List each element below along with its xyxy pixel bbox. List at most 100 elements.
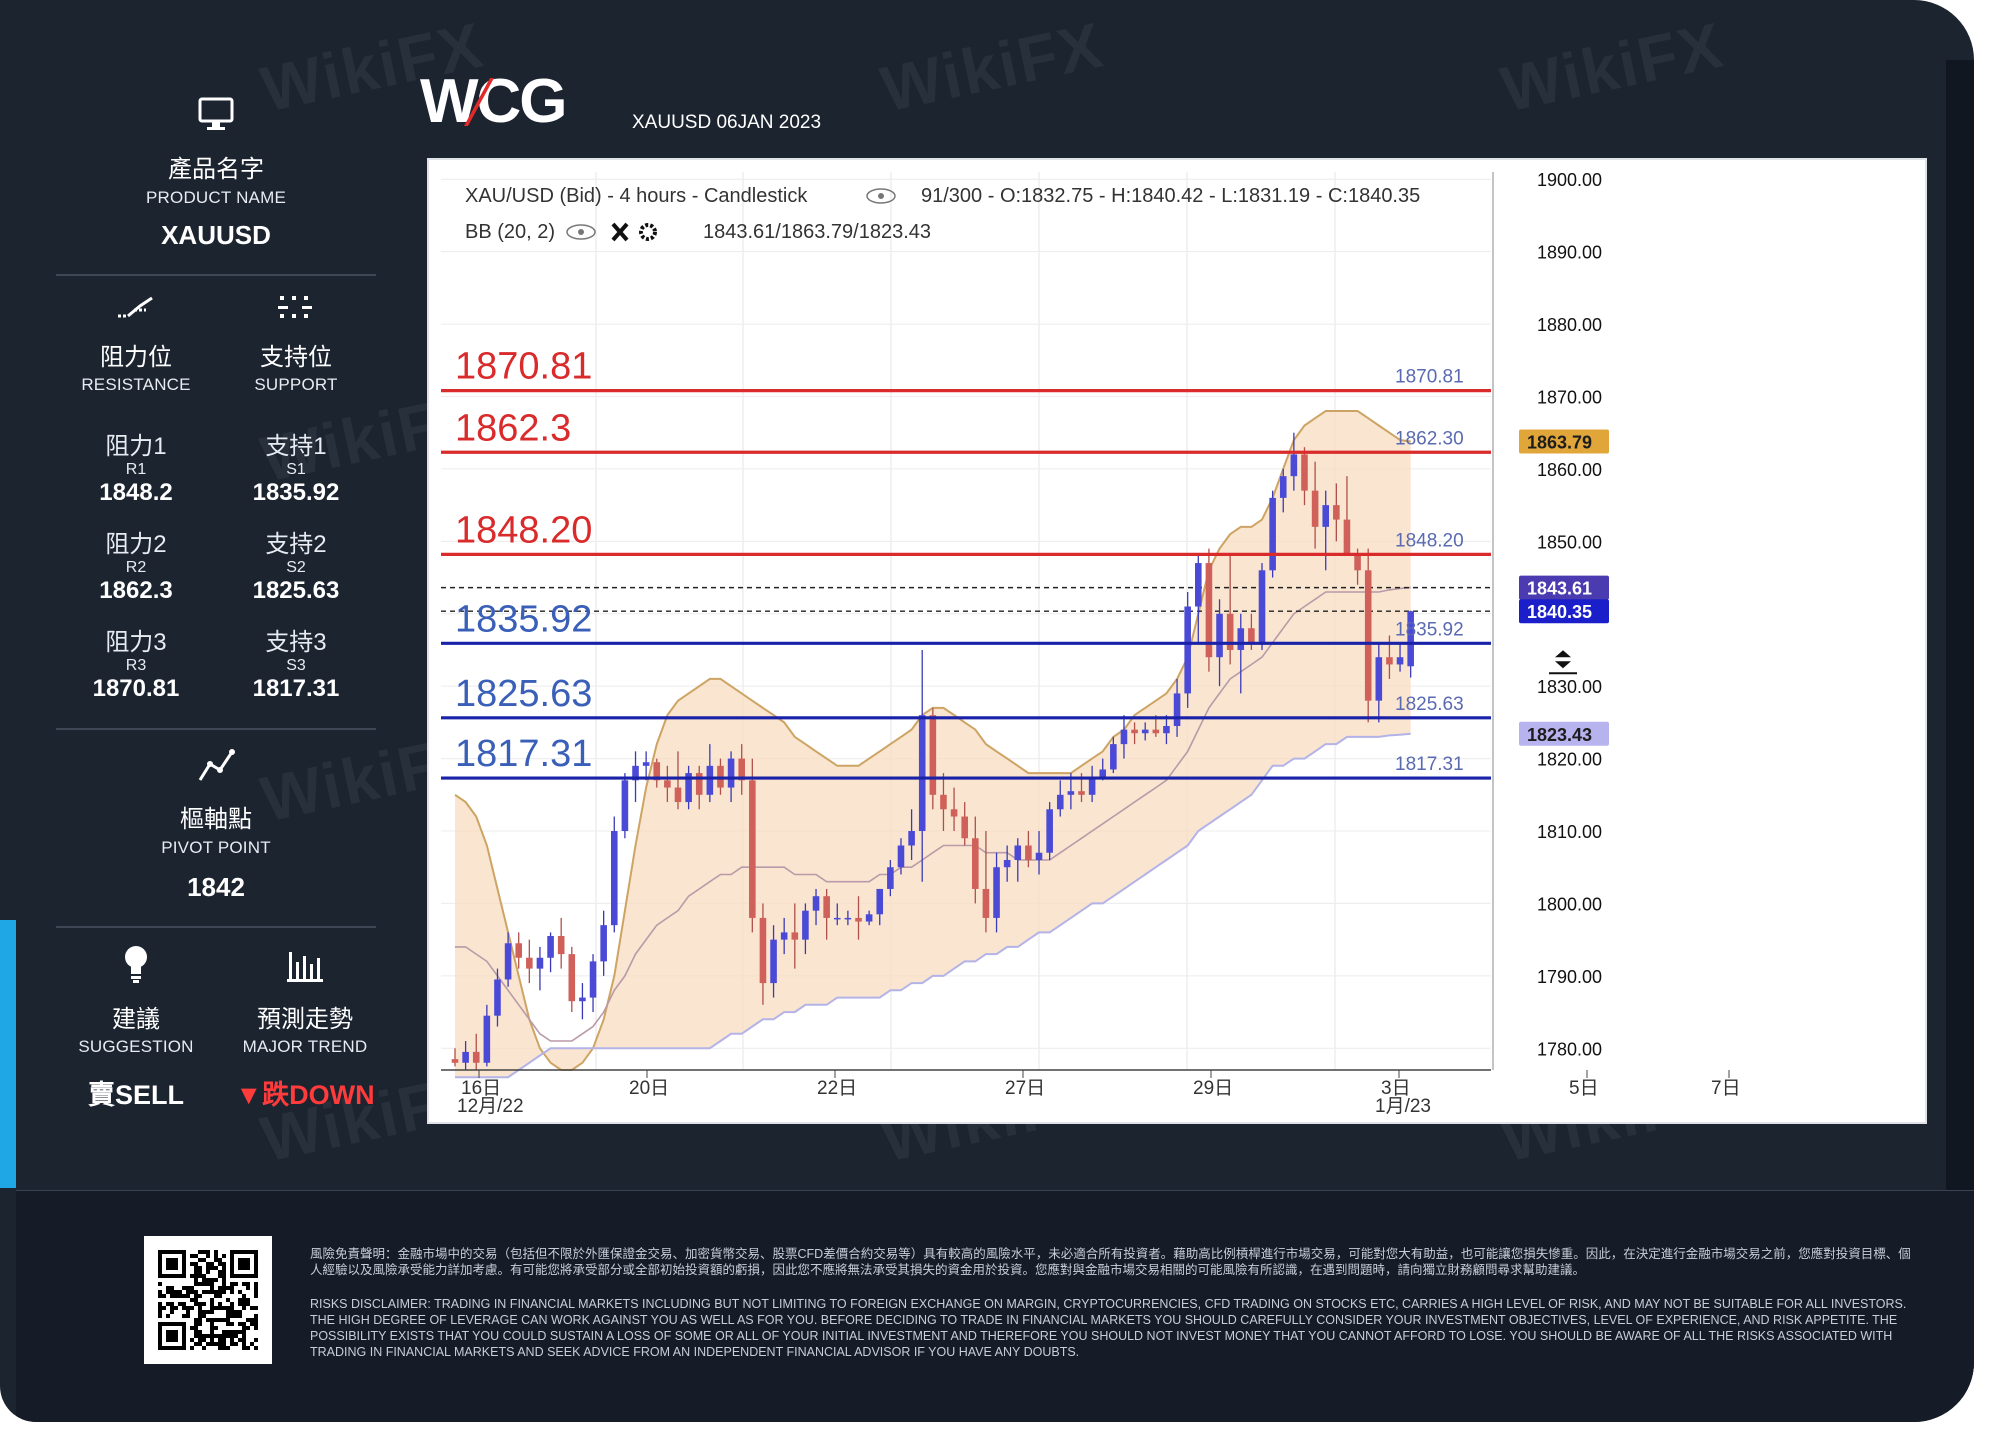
qr-module [218,1258,222,1262]
qr-module [206,1262,210,1266]
qr-module [246,1318,250,1322]
r1-label-zh: 阻力1 [105,433,167,460]
candlestick-chart: 1900.00 1890.00 1880.00 1870.00 1860.00 1850.… [441,170,1741,1117]
qr-module [210,1290,214,1294]
level-right-label: 1870.81 [1395,367,1464,388]
indicator-name: BB (20, 2) [465,221,555,243]
qr-module [162,1294,166,1298]
qr-module [254,1318,258,1322]
candle-body [1343,519,1351,556]
eye-icon-pupil [578,229,584,235]
qr-module [222,1274,226,1278]
candle-body [865,914,873,922]
candle-body [1056,794,1064,810]
qr-module [178,1290,182,1294]
support-header: 支持位 SUPPORT [216,292,376,395]
support-icon [276,292,316,327]
qr-module [222,1346,226,1350]
support-line-label: 1817.31 [455,733,592,775]
eye-icon-pupil [878,193,884,199]
qr-module [226,1314,230,1318]
qr-module [254,1326,258,1330]
chart-subtitle: XAUUSD 06JAN 2023 [632,112,822,133]
qr-module [234,1342,238,1346]
price-tag-label: 1840.35 [1527,602,1592,622]
price-tag [1519,721,1609,746]
qr-module [222,1290,226,1294]
qr-module [238,1290,242,1294]
qr-module [238,1310,242,1314]
qr-module [238,1322,242,1326]
qr-module [202,1290,206,1294]
candle-body [1110,744,1117,770]
trend-label-zh: 預測走勢 [257,1006,353,1033]
qr-module [230,1302,234,1306]
qr-module [198,1270,202,1274]
logo-slash [464,78,494,126]
qr-module [218,1342,222,1346]
qr-module [194,1326,198,1330]
qr-module [194,1330,198,1334]
candle-body [1014,845,1022,860]
qr-module [214,1278,218,1282]
pivot-label-zh: 樞軸點 [180,806,252,833]
qr-module [170,1306,174,1310]
monitor-icon [197,96,235,137]
qr-module [198,1330,202,1334]
r2-code: R2 [125,559,147,576]
qr-module [190,1338,194,1342]
qr-module [234,1282,238,1286]
resistance-label-zh: 阻力位 [100,344,172,371]
qr-module [250,1318,254,1322]
qr-module [198,1310,202,1314]
drag-handle-icon [1555,650,1571,669]
x-tick-label: 29日 [1193,1078,1233,1099]
candle-body [802,910,809,940]
qr-module [230,1290,234,1294]
qr-module [210,1326,214,1330]
qr-module [198,1338,202,1342]
qr-module [206,1266,210,1270]
candle-body [823,896,830,918]
candle-body [918,715,926,832]
r2-value: 1862.3 [99,577,173,604]
suggestion-block: 建議 SUGGESTION 賣SELL [56,944,216,1112]
qr-module [218,1290,222,1294]
qr-module [198,1318,202,1322]
qr-module [238,1330,242,1334]
qr-module [198,1302,202,1306]
qr-module [218,1346,222,1350]
candle-body [1333,505,1340,520]
qr-module [170,1286,174,1290]
candle-body [876,888,884,915]
qr-module [230,1334,234,1338]
y-tick-label: 1810.00 [1537,822,1602,842]
candle-body [706,765,714,795]
qr-module [198,1266,202,1270]
candle-body [579,997,586,1002]
candle-body [1248,628,1255,643]
qr-module [194,1266,198,1270]
candle-body [1120,729,1128,745]
qr-module [198,1322,202,1326]
qr-module [218,1334,222,1338]
candle-body [993,867,1000,918]
qr-module [242,1334,246,1338]
candle-body [1216,613,1223,658]
qr-module [214,1290,218,1294]
qr-module [226,1286,230,1290]
y-tick-label: 1850.00 [1537,532,1602,552]
level-right-label: 1862.30 [1395,428,1464,449]
trend-label-en: MAJOR TREND [242,1037,368,1056]
candle-body [1322,505,1330,527]
qr-module [194,1270,198,1274]
candle-body [494,979,501,1016]
qr-module [242,1346,246,1350]
qr-module [242,1326,246,1330]
y-tick-label: 1780.00 [1537,1039,1602,1059]
qr-module [166,1302,170,1306]
qr-module [194,1274,198,1278]
s3-code: S3 [286,657,306,674]
qr-module [206,1334,210,1338]
qr-module [222,1278,226,1282]
